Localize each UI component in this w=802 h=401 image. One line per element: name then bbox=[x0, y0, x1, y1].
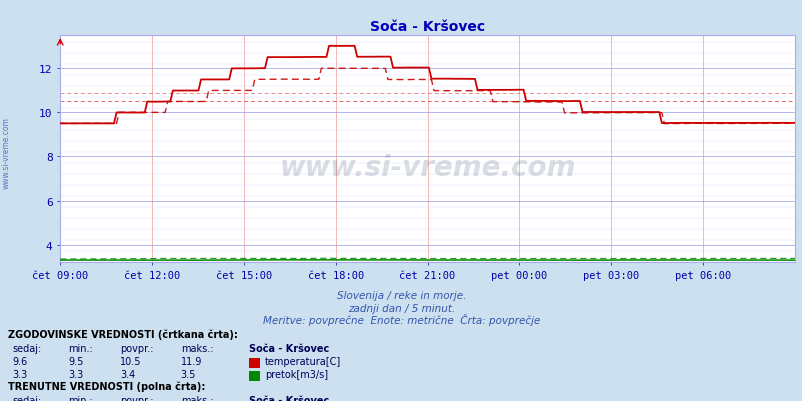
Text: maks.:: maks.: bbox=[180, 395, 213, 401]
Text: 9.5: 9.5 bbox=[68, 356, 83, 366]
Text: 11.9: 11.9 bbox=[180, 356, 202, 366]
Text: Soča - Kršovec: Soča - Kršovec bbox=[249, 395, 329, 401]
Text: povpr.:: povpr.: bbox=[120, 343, 154, 353]
Text: Soča - Kršovec: Soča - Kršovec bbox=[249, 343, 329, 353]
Text: Meritve: povprečne  Enote: metrične  Črta: povprečje: Meritve: povprečne Enote: metrične Črta:… bbox=[262, 313, 540, 325]
Text: sedaj:: sedaj: bbox=[12, 343, 41, 353]
Text: zadnji dan / 5 minut.: zadnji dan / 5 minut. bbox=[347, 303, 455, 313]
Text: TRENUTNE VREDNOSTI (polna črta):: TRENUTNE VREDNOSTI (polna črta): bbox=[8, 381, 205, 391]
Text: 3.3: 3.3 bbox=[68, 369, 83, 379]
Text: Slovenija / reke in morje.: Slovenija / reke in morje. bbox=[336, 291, 466, 301]
Text: min.:: min.: bbox=[68, 395, 93, 401]
Text: min.:: min.: bbox=[68, 343, 93, 353]
Text: 9.6: 9.6 bbox=[12, 356, 27, 366]
Title: Soča - Kršovec: Soča - Kršovec bbox=[370, 20, 484, 34]
Text: 3.3: 3.3 bbox=[12, 369, 27, 379]
Text: 3.5: 3.5 bbox=[180, 369, 196, 379]
Text: pretok[m3/s]: pretok[m3/s] bbox=[265, 369, 328, 379]
Text: www.si-vreme.com: www.si-vreme.com bbox=[279, 154, 575, 182]
Text: 10.5: 10.5 bbox=[120, 356, 142, 366]
Text: www.si-vreme.com: www.si-vreme.com bbox=[2, 117, 11, 188]
Text: 3.4: 3.4 bbox=[120, 369, 136, 379]
Text: povpr.:: povpr.: bbox=[120, 395, 154, 401]
Text: maks.:: maks.: bbox=[180, 343, 213, 353]
Text: sedaj:: sedaj: bbox=[12, 395, 41, 401]
Text: ZGODOVINSKE VREDNOSTI (črtkana črta):: ZGODOVINSKE VREDNOSTI (črtkana črta): bbox=[8, 328, 237, 339]
Text: temperatura[C]: temperatura[C] bbox=[265, 356, 341, 366]
